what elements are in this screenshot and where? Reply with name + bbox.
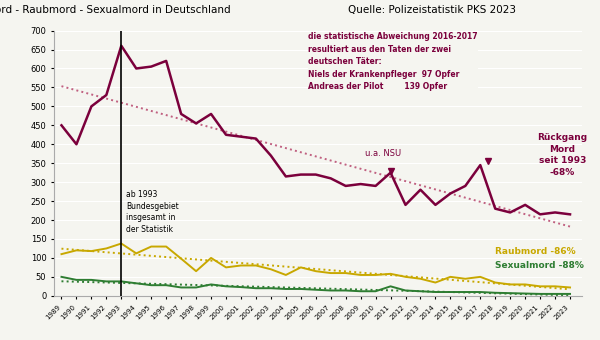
Text: Sexualmord -88%: Sexualmord -88% <box>495 261 584 270</box>
Text: Quelle: Polizeistatistik PKS 2023: Quelle: Polizeistatistik PKS 2023 <box>348 5 516 15</box>
Text: die statistische Abweichung 2016-2017
resultiert aus den Taten der zwei
deutsche: die statistische Abweichung 2016-2017 re… <box>308 33 478 91</box>
Text: Rückgang
Mord
seit 1993
-68%: Rückgang Mord seit 1993 -68% <box>538 133 587 177</box>
Text: ab 1993
Bundesgebiet
insgesamt in
der Statistik: ab 1993 Bundesgebiet insgesamt in der St… <box>126 190 179 234</box>
Text: u.a. NSU: u.a. NSU <box>365 149 401 157</box>
Text: Raubmord -86%: Raubmord -86% <box>495 246 576 256</box>
Text: Mord - Raubmord - Sexualmord in Deutschland: Mord - Raubmord - Sexualmord in Deutschl… <box>0 5 230 15</box>
